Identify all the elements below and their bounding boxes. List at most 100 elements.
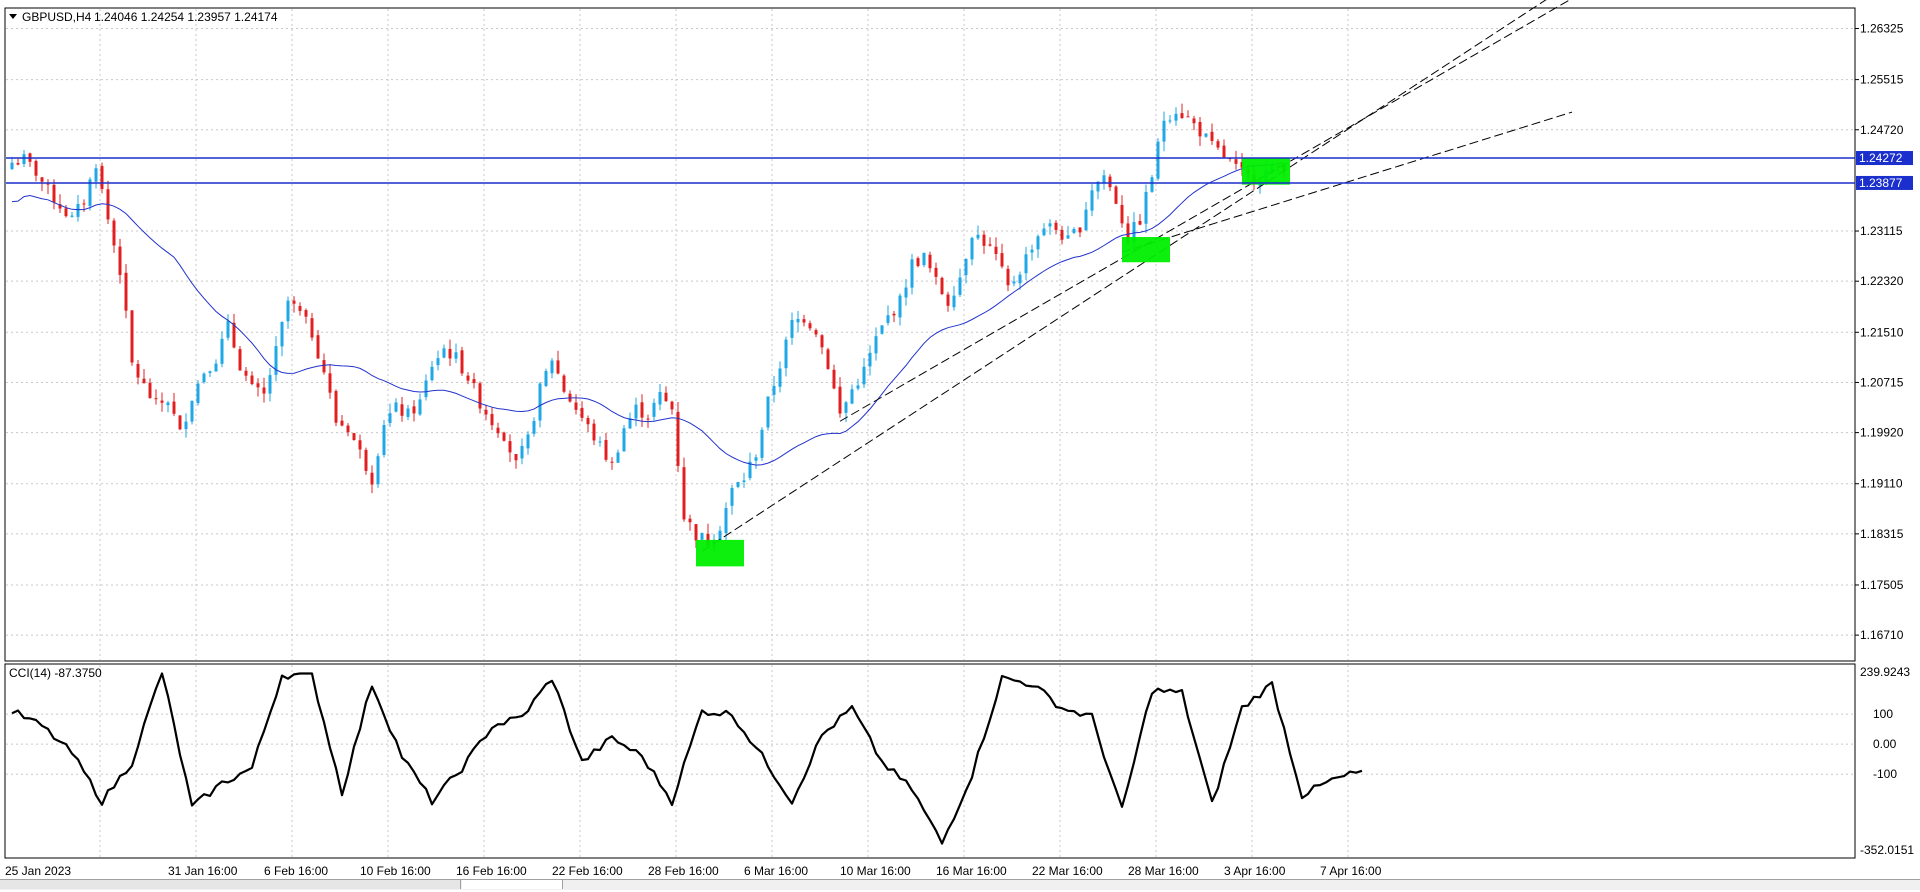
candle-body [676, 411, 680, 466]
highlight-zone[interactable] [696, 539, 744, 567]
candle-body [160, 400, 164, 403]
candle-body [172, 401, 176, 414]
time-tick-label: 7 Apr 16:00 [1320, 864, 1382, 878]
time-tick-label: 10 Feb 16:00 [360, 864, 431, 878]
candle-body [796, 318, 800, 323]
candle-body [802, 319, 806, 323]
candle-body [1144, 191, 1148, 224]
candle-body [16, 162, 20, 165]
candle-body [832, 369, 836, 389]
price-tick-label: 1.26325 [1860, 22, 1904, 36]
candle-body [616, 452, 620, 463]
candle-body [700, 532, 704, 540]
candle-body [232, 322, 236, 348]
candle-body [502, 432, 506, 441]
candle-body [934, 267, 938, 277]
candle-body [994, 246, 998, 254]
candle-body [1054, 222, 1058, 230]
candle-body [1090, 190, 1094, 211]
candle-body [256, 383, 260, 388]
candle-body [724, 508, 728, 534]
candle-body [466, 375, 470, 381]
chart-tab-strip [0, 879, 1920, 890]
candle-body [388, 413, 392, 424]
candle-body [400, 404, 404, 416]
candle-body [652, 402, 656, 417]
candle-body [1048, 223, 1052, 227]
symbol-label: GBPUSD,H4 [22, 10, 92, 24]
candle-body [154, 398, 158, 400]
candle-body [634, 404, 638, 419]
candle-body [682, 467, 686, 520]
candle-body [1120, 204, 1124, 224]
price-tick-label: 1.17505 [1860, 578, 1904, 592]
candle-body [442, 348, 446, 358]
cci-tick-label: 0.00 [1873, 737, 1897, 751]
trend-line[interactable] [839, 0, 1572, 422]
candle-body [988, 244, 992, 246]
candle-body [892, 313, 896, 316]
highlight-zone[interactable] [1242, 157, 1290, 185]
candle-body [964, 258, 968, 276]
candle-body [538, 383, 542, 421]
candle-body [856, 385, 860, 389]
candle-body [970, 237, 974, 260]
candle-body [454, 352, 458, 359]
highlight-zone[interactable] [1122, 237, 1170, 263]
candle-body [316, 335, 320, 359]
price-tick-label: 1.19110 [1860, 477, 1903, 491]
candle-body [334, 391, 338, 423]
chart-tab[interactable] [0, 880, 461, 889]
cci-pane[interactable] [4, 663, 1856, 859]
candle-body [958, 277, 962, 295]
candle-body [346, 425, 350, 433]
candle-body [604, 439, 608, 460]
candle-body [1222, 145, 1226, 158]
candle-body [310, 318, 314, 338]
candle-body [292, 300, 296, 304]
price-tick-label: 1.20715 [1860, 375, 1904, 389]
candle-body [1150, 177, 1154, 192]
candle-body [742, 480, 746, 483]
candle-body [706, 533, 710, 546]
candle-body [910, 259, 914, 288]
collapse-triangle-icon[interactable] [9, 14, 17, 19]
candle-body [22, 154, 26, 165]
time-tick-label: 10 Mar 16:00 [840, 864, 911, 878]
candle-body [1072, 228, 1076, 233]
candle-body [166, 402, 170, 406]
candle-body [46, 183, 50, 185]
moving-average-line [11, 162, 1285, 466]
candle-body [226, 320, 230, 338]
candle-body [1198, 122, 1202, 137]
candle-body [64, 208, 68, 217]
candle-body [622, 428, 626, 452]
candle-body [118, 246, 122, 275]
candle-body [772, 385, 776, 395]
candle-body [472, 379, 476, 384]
candle-body [508, 441, 512, 453]
time-tick-label: 31 Jan 16:00 [168, 864, 238, 878]
candle-body [148, 382, 152, 398]
trend-line[interactable] [701, 0, 1572, 552]
cci-indicator-label: CCI(14) -87.3750 [9, 666, 102, 680]
candle-body [1006, 268, 1010, 286]
time-tick-label: 25 Jan 2023 [5, 864, 71, 878]
candle-body [664, 392, 668, 402]
candle-body [1210, 131, 1214, 141]
candle-body [190, 400, 194, 422]
candle-body [526, 434, 530, 449]
candle-body [556, 360, 560, 374]
candle-body [1108, 176, 1112, 188]
candle-body [982, 234, 986, 246]
trend-line[interactable] [1121, 111, 1573, 253]
chart-tab-active[interactable] [462, 880, 563, 889]
candle-body [70, 215, 74, 217]
candle-body [1042, 228, 1046, 236]
candle-body [352, 433, 356, 441]
time-tick-label: 16 Mar 16:00 [936, 864, 1007, 878]
time-tick-label: 6 Mar 16:00 [744, 864, 808, 878]
price-tick-label: 1.18315 [1860, 527, 1904, 541]
